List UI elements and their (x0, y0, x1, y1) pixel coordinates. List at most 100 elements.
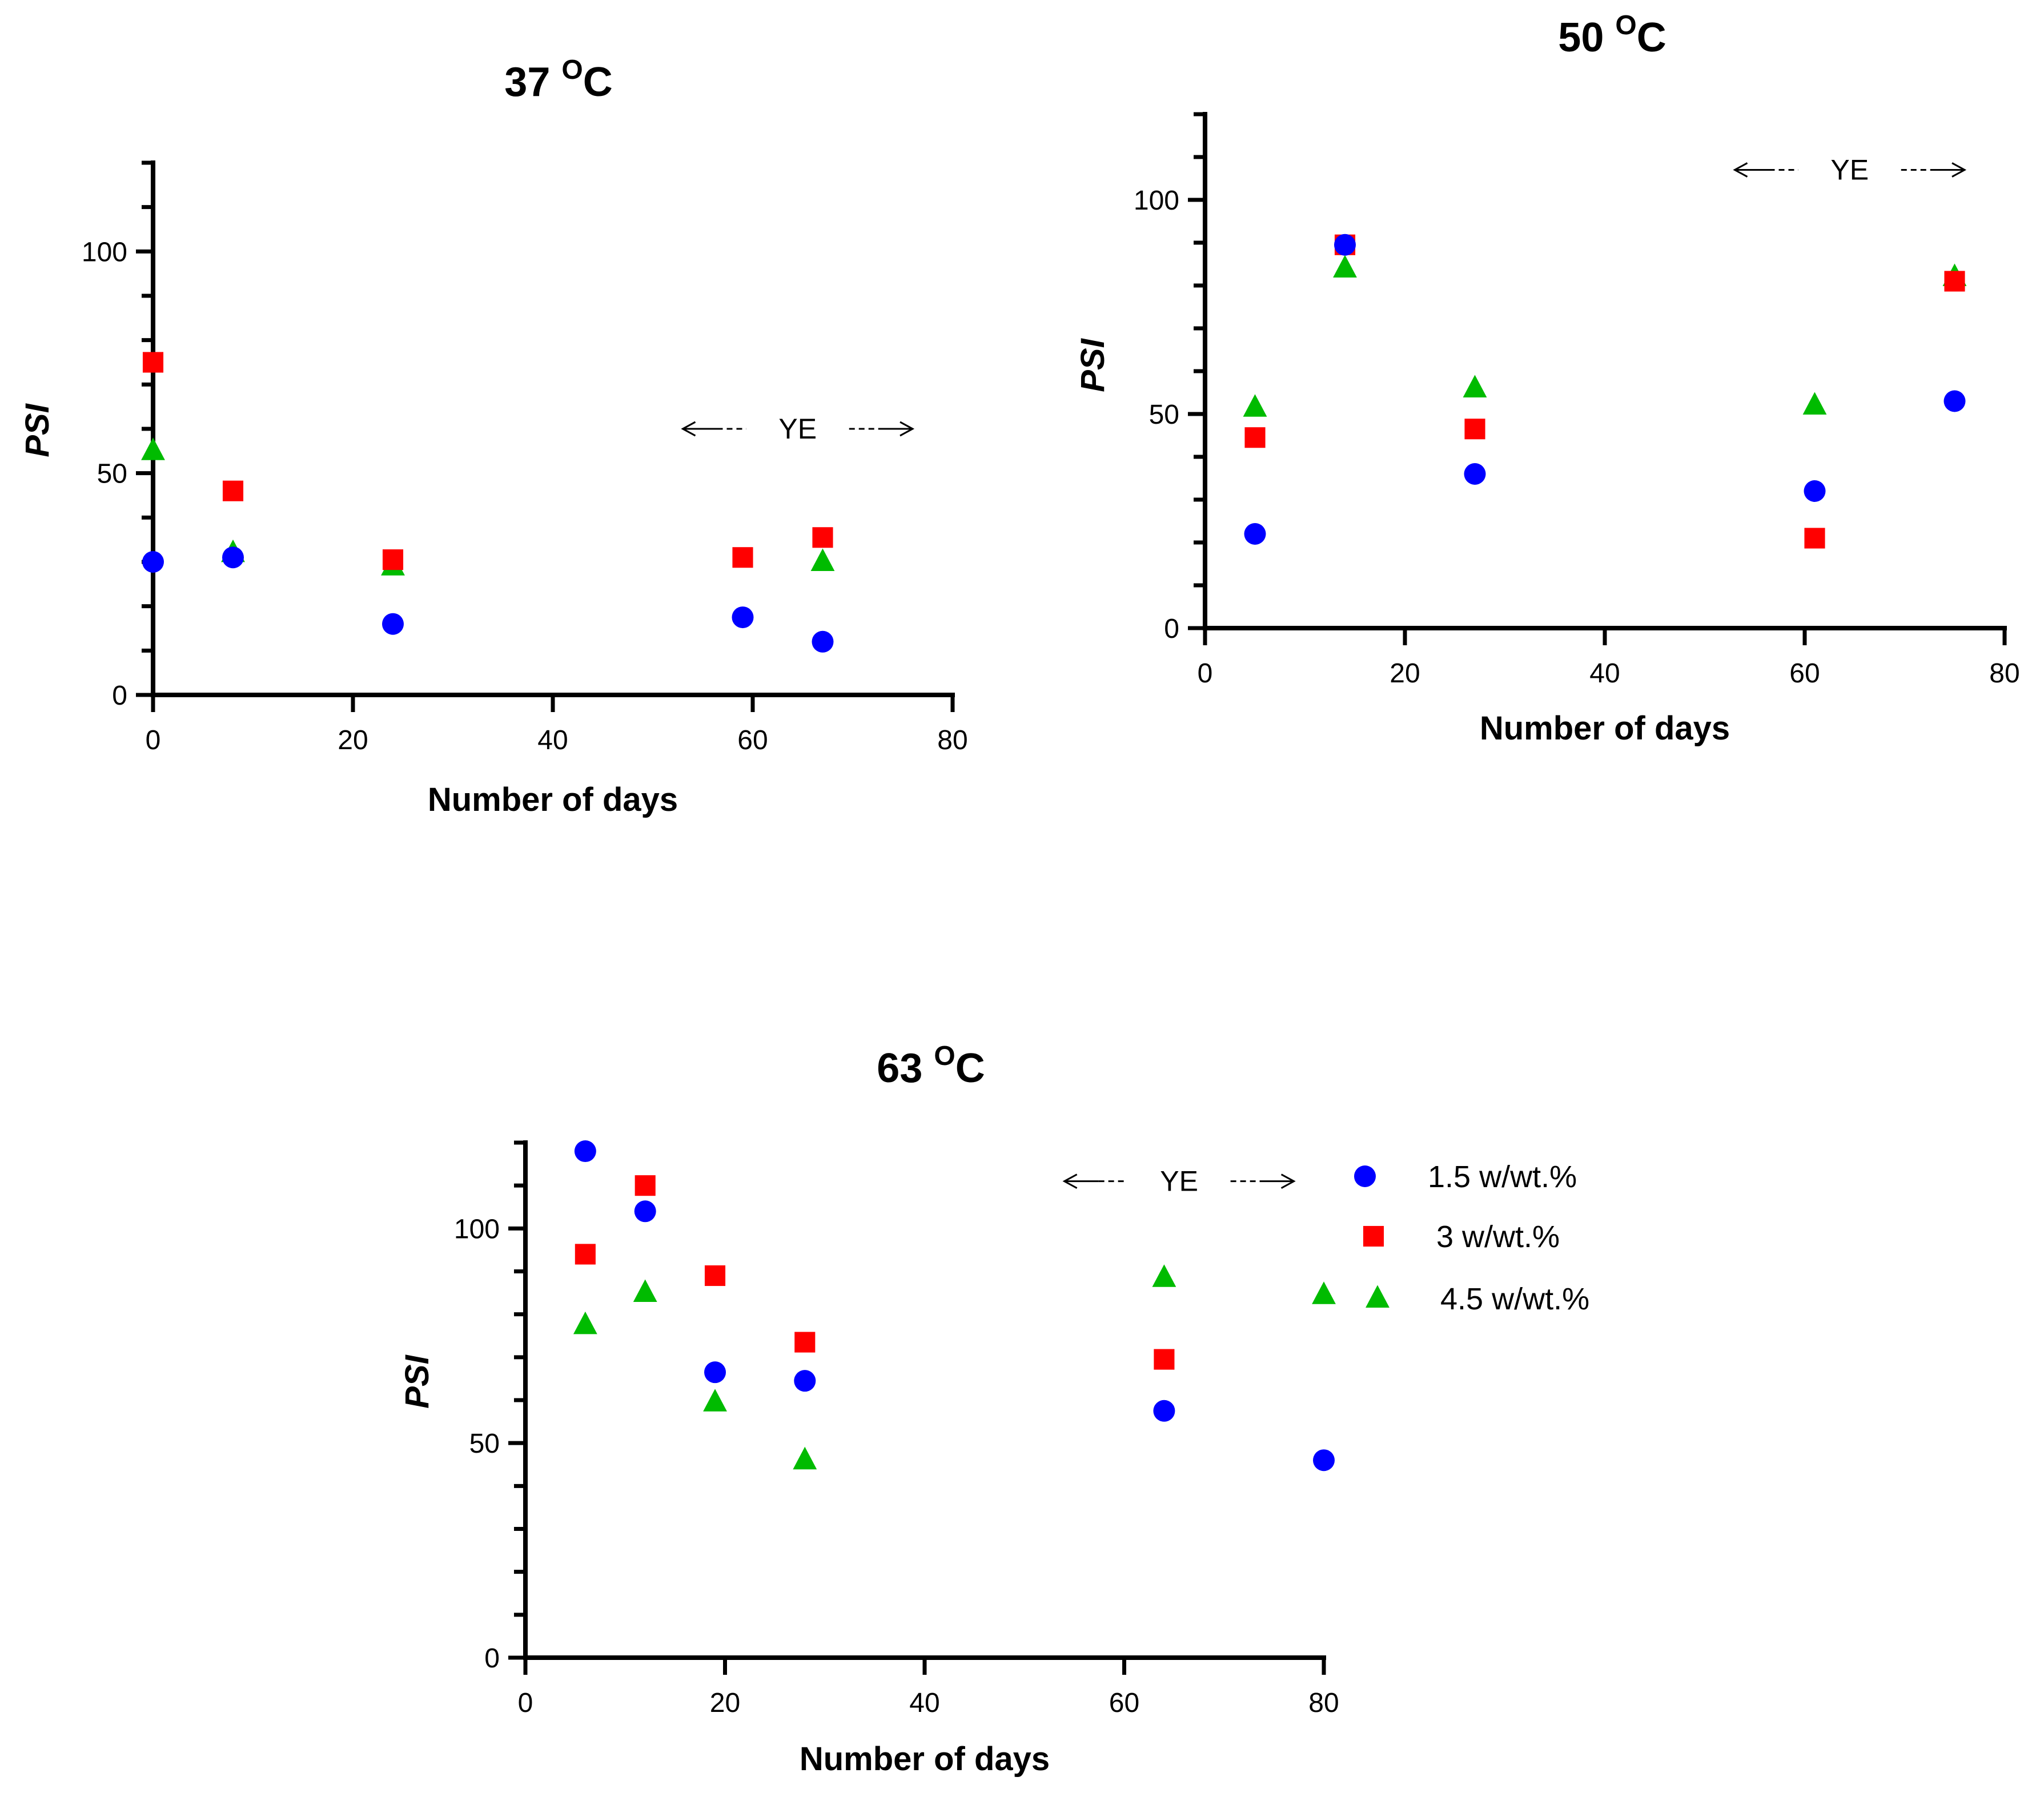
legend-marker-circle (1354, 1165, 1376, 1187)
x-tick-label: 60 (737, 725, 768, 755)
x-tick-label: 40 (537, 725, 568, 755)
arrow-right-icon (1951, 162, 1967, 178)
data-point-square (575, 1244, 596, 1265)
x-tick-label: 20 (338, 725, 368, 755)
data-point-triangle (633, 1279, 657, 1302)
data-point-square (812, 527, 833, 548)
legend-marker-square (1363, 1225, 1384, 1247)
data-point-triangle (703, 1389, 727, 1412)
y-axis-label: PSI (1074, 337, 1111, 392)
data-point-circle (1313, 1449, 1335, 1472)
y-tick-label: 100 (82, 237, 127, 267)
data-point-circle (812, 630, 834, 653)
data-point-circle (634, 1200, 656, 1223)
data-point-triangle (1243, 394, 1267, 417)
data-point-square (1944, 271, 1965, 292)
y-tick-label: 100 (1134, 186, 1179, 216)
data-point-circle (142, 551, 164, 573)
data-point-triangle (810, 548, 835, 571)
x-tick-label: 40 (1589, 658, 1620, 689)
data-point-square (382, 549, 404, 570)
data-point-circle (1464, 463, 1486, 485)
legend-item: 1.5 w/wt.% (1354, 1160, 1577, 1194)
data-point-square (1244, 427, 1266, 448)
data-point-triangle (1802, 392, 1827, 415)
data-point-circle (222, 546, 244, 569)
legend-label: 3 w/wt.% (1436, 1220, 1560, 1254)
data-point-circle (732, 606, 754, 629)
data-point-square (1804, 528, 1825, 549)
y-tick-label: 100 (454, 1214, 500, 1244)
data-point-circle (574, 1140, 596, 1163)
data-point-circle (1943, 390, 1966, 412)
legend-label: 1.5 w/wt.% (1428, 1160, 1577, 1194)
y-axis-label: PSI (19, 403, 56, 457)
arrow-right-icon (1280, 1173, 1296, 1189)
y-tick-label: 50 (1149, 400, 1179, 430)
x-tick-label: 20 (1390, 658, 1420, 689)
data-point-circle (1334, 234, 1356, 256)
panel-title: 50 OC (1558, 10, 1666, 61)
legend-label: 4.5 w/wt.% (1440, 1282, 1589, 1316)
panel-50c: 50 OC 0 20 40 60 80 0 50 100 Number of days PSI YE (1074, 10, 2020, 747)
x-tick-label: 80 (1308, 1688, 1339, 1718)
data-point-triangle (1463, 375, 1487, 397)
x-tick-label: 60 (1109, 1688, 1139, 1718)
ye-annotation-label: YE (1160, 1165, 1198, 1197)
arrow-right-icon (899, 421, 915, 437)
arrow-left-icon (681, 421, 696, 437)
y-tick-label: 50 (469, 1429, 500, 1459)
x-tick-label: 40 (909, 1688, 939, 1718)
y-tick-label: 0 (1164, 614, 1179, 644)
x-tick-label: 80 (937, 725, 967, 755)
data-point-circle (1153, 1400, 1175, 1422)
y-axis-label: PSI (399, 1354, 436, 1408)
ye-annotation: YE (681, 413, 915, 445)
data-point-circle (1244, 523, 1266, 545)
panel-63c: 63 OC 0 20 40 60 80 0 50 100 Number of days PSI YE (399, 1041, 1339, 1778)
data-point-circle (382, 613, 404, 635)
ye-annotation: YE (1733, 154, 1967, 186)
data-point-square (732, 547, 753, 568)
legend: 1.5 w/wt.% 3 w/wt.% 4.5 w/wt.% (1354, 1160, 1589, 1316)
data-point-triangle (141, 437, 165, 460)
data-point-circle (704, 1361, 726, 1384)
ye-annotation-label: YE (778, 413, 817, 445)
data-point-square (794, 1332, 816, 1353)
data-point-circle (794, 1370, 816, 1392)
data-point-triangle (573, 1311, 597, 1334)
data-point-square (222, 480, 244, 501)
y-tick-label: 0 (112, 681, 127, 711)
x-tick-label: 80 (1989, 658, 2019, 689)
data-point-square (635, 1175, 656, 1196)
data-point-square (1464, 419, 1485, 440)
ye-annotation-label: YE (1830, 154, 1869, 186)
x-axis-label: Number of days (800, 1740, 1050, 1778)
x-tick-label: 60 (1789, 658, 1820, 689)
data-point-triangle (1152, 1264, 1176, 1287)
data-point-square (704, 1265, 726, 1287)
data-point-triangle (793, 1446, 817, 1470)
data-point-square (1154, 1349, 1175, 1370)
panel-title: 37 OC (504, 55, 612, 105)
arrow-left-icon (1062, 1173, 1078, 1189)
panel-title: 63 OC (877, 1041, 985, 1091)
x-tick-label: 0 (146, 725, 161, 755)
data-point-triangle (1312, 1281, 1336, 1304)
x-tick-label: 0 (1198, 658, 1213, 689)
x-axis-label: Number of days (428, 781, 678, 818)
data-point-circle (1804, 480, 1826, 502)
data-point-triangle (1333, 255, 1357, 278)
legend-item: 3 w/wt.% (1363, 1220, 1560, 1254)
panel-37c: 37 OC 0 20 40 60 80 0 50 100 Number of days PSI YE (19, 55, 968, 818)
x-tick-label: 0 (518, 1688, 533, 1718)
legend-marker-triangle (1366, 1285, 1390, 1308)
x-tick-label: 20 (710, 1688, 740, 1718)
arrow-left-icon (1733, 162, 1748, 178)
data-point-square (142, 352, 164, 373)
x-axis-label: Number of days (1480, 710, 1730, 747)
ye-annotation: YE (1062, 1165, 1296, 1197)
y-tick-label: 0 (484, 1643, 500, 1674)
y-tick-label: 50 (97, 459, 127, 489)
